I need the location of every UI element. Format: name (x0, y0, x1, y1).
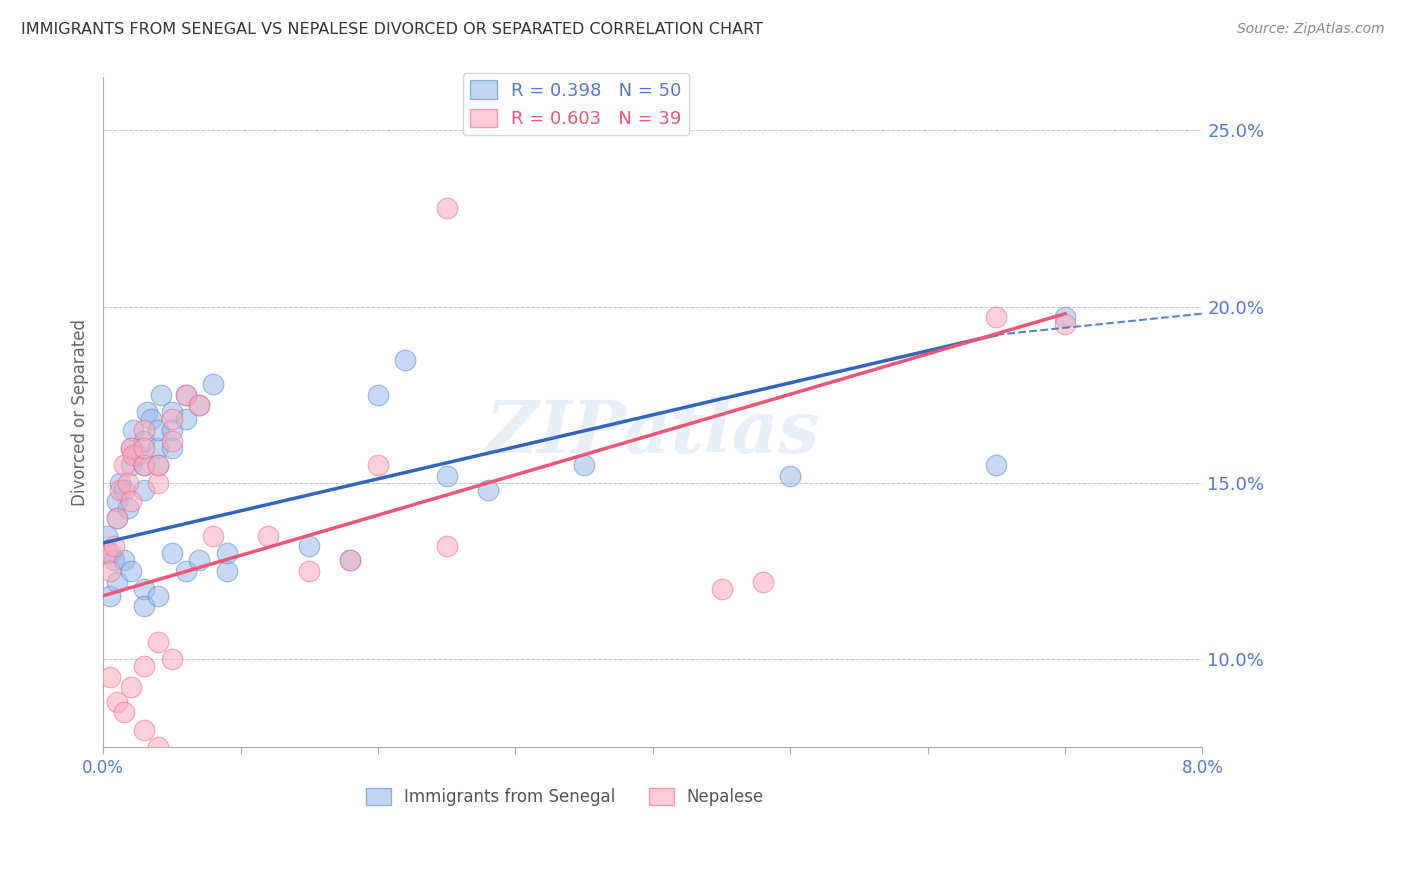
Point (160, 412, 183, 426)
Point (394, 352, 416, 367)
Point (127, 448, 149, 462)
Point (174, 564, 197, 578)
Point (779, 468, 801, 483)
Point (257, 529, 280, 543)
Point (477, 483, 499, 497)
Point (146, 458, 169, 473)
Point (215, 564, 238, 578)
Text: ZIPatlas: ZIPatlas (485, 397, 820, 468)
Point (436, 540, 458, 554)
Point (160, 441, 183, 455)
Point (120, 493, 142, 508)
Point (134, 599, 156, 614)
Point (367, 458, 389, 473)
Point (120, 681, 142, 695)
Point (751, 574, 773, 589)
Point (710, 582, 733, 596)
Point (108, 475, 131, 490)
Text: Source: ZipAtlas.com: Source: ZipAtlas.com (1237, 22, 1385, 37)
Point (103, 540, 125, 554)
Point (103, 553, 125, 567)
Point (134, 483, 156, 497)
Point (146, 475, 169, 490)
Point (174, 388, 197, 402)
Point (174, 388, 197, 402)
Point (120, 441, 142, 455)
Point (572, 458, 595, 473)
Point (146, 740, 169, 755)
Point (146, 441, 169, 455)
Point (188, 398, 211, 412)
Point (1054, 318, 1077, 332)
Point (105, 511, 128, 525)
Point (134, 423, 156, 437)
Text: IMMIGRANTS FROM SENEGAL VS NEPALESE DIVORCED OR SEPARATED CORRELATION CHART: IMMIGRANTS FROM SENEGAL VS NEPALESE DIVO… (21, 22, 763, 37)
Point (105, 511, 128, 525)
Point (112, 483, 135, 497)
Point (188, 398, 211, 412)
Point (146, 634, 169, 648)
Point (117, 500, 139, 515)
Point (149, 388, 172, 402)
Point (108, 483, 131, 497)
Point (112, 705, 135, 719)
Point (134, 458, 156, 473)
Point (174, 412, 197, 426)
Point (339, 553, 361, 567)
Point (96, 546, 118, 560)
Point (202, 529, 225, 543)
Point (1054, 310, 1077, 325)
Point (136, 405, 159, 419)
Point (146, 589, 169, 603)
Point (120, 441, 142, 455)
Point (98, 564, 121, 578)
Point (134, 434, 156, 448)
Point (120, 564, 142, 578)
Point (134, 458, 156, 473)
Point (160, 652, 183, 666)
Point (96, 529, 118, 543)
Point (112, 553, 135, 567)
Legend: Immigrants from Senegal, Nepalese: Immigrants from Senegal, Nepalese (359, 781, 770, 813)
Point (134, 659, 156, 673)
Point (986, 458, 1008, 473)
Point (120, 458, 142, 473)
Point (367, 388, 389, 402)
Point (436, 201, 458, 215)
Point (134, 723, 156, 737)
Point (339, 553, 361, 567)
Point (986, 310, 1008, 325)
Point (98, 546, 121, 560)
Point (215, 546, 238, 560)
Point (134, 441, 156, 455)
Point (105, 574, 128, 589)
Point (146, 423, 169, 437)
Point (160, 546, 183, 560)
Point (117, 475, 139, 490)
Point (122, 423, 145, 437)
Point (160, 434, 183, 448)
Point (134, 582, 156, 596)
Point (436, 468, 458, 483)
Point (105, 694, 128, 708)
Point (188, 553, 211, 567)
Point (112, 458, 135, 473)
Y-axis label: Divorced or Separated: Divorced or Separated (72, 319, 89, 506)
Point (202, 377, 225, 392)
Point (146, 458, 169, 473)
Point (160, 405, 183, 419)
Point (160, 423, 183, 437)
Point (298, 564, 321, 578)
Point (141, 412, 163, 426)
Point (98, 670, 121, 684)
Point (122, 448, 145, 462)
Point (105, 493, 128, 508)
Point (98, 589, 121, 603)
Point (298, 540, 321, 554)
